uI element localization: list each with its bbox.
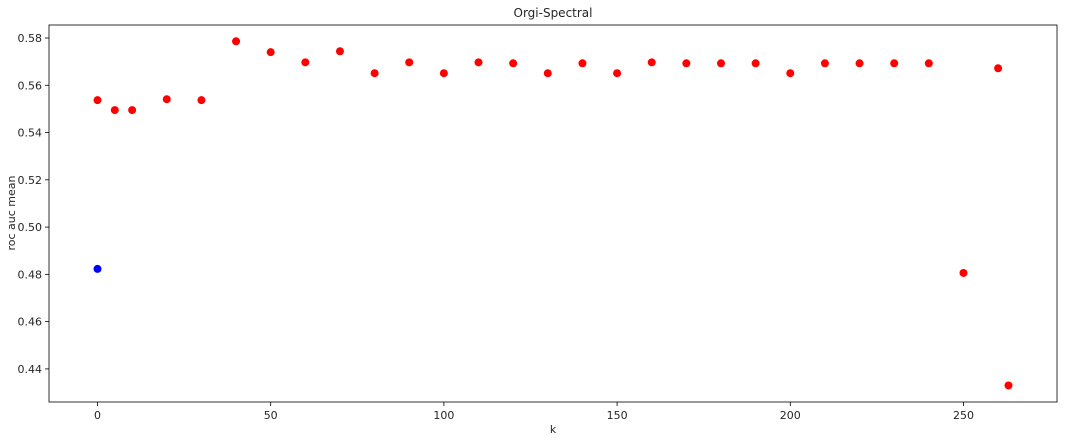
data-point bbox=[439, 69, 448, 78]
plot-frame bbox=[48, 24, 1058, 403]
x-tick-label: 0 bbox=[94, 409, 101, 422]
data-point bbox=[474, 58, 483, 67]
data-point bbox=[197, 96, 206, 105]
data-point bbox=[232, 37, 241, 46]
y-tick-label: 0.46 bbox=[18, 316, 43, 329]
x-axis: 0 50 100 150 200 250 bbox=[94, 402, 974, 422]
data-point bbox=[110, 106, 119, 115]
y-axis: 0.44 0.46 0.48 0.50 0.52 0.54 0.56 0.58 bbox=[18, 32, 49, 376]
data-point bbox=[128, 106, 137, 115]
data-point bbox=[93, 96, 102, 105]
y-tick-label: 0.50 bbox=[18, 221, 43, 234]
plot-area bbox=[48, 24, 1058, 403]
data-point bbox=[301, 58, 310, 67]
data-point bbox=[370, 69, 379, 78]
y-axis-label: roc auc mean bbox=[5, 175, 18, 250]
x-tick-label: 100 bbox=[433, 409, 454, 422]
x-tick-label: 150 bbox=[607, 409, 628, 422]
data-point bbox=[613, 69, 622, 78]
data-point bbox=[994, 64, 1003, 73]
data-point bbox=[682, 59, 691, 68]
data-point bbox=[405, 58, 414, 67]
data-point bbox=[786, 69, 795, 78]
data-point bbox=[751, 59, 760, 68]
chart-title: Orgi-Spectral bbox=[514, 6, 593, 20]
data-point bbox=[959, 268, 968, 277]
y-tick-label: 0.52 bbox=[18, 174, 43, 187]
data-point bbox=[890, 59, 899, 68]
data-point bbox=[335, 47, 344, 56]
data-point bbox=[509, 59, 518, 68]
x-axis-label: k bbox=[550, 423, 557, 436]
y-tick-label: 0.58 bbox=[18, 32, 43, 45]
data-point bbox=[162, 95, 171, 104]
data-point bbox=[820, 59, 829, 68]
y-tick-label: 0.54 bbox=[18, 127, 43, 140]
y-tick-label: 0.44 bbox=[18, 363, 43, 376]
data-point bbox=[855, 59, 864, 68]
data-point bbox=[647, 58, 656, 67]
x-tick-label: 200 bbox=[780, 409, 801, 422]
data-point bbox=[717, 59, 725, 68]
data-point bbox=[1004, 381, 1013, 390]
x-tick-label: 250 bbox=[953, 409, 974, 422]
data-points bbox=[93, 37, 1013, 390]
y-tick-label: 0.48 bbox=[18, 268, 43, 281]
x-tick-label: 50 bbox=[264, 409, 278, 422]
data-point bbox=[578, 59, 587, 68]
data-point bbox=[266, 48, 275, 57]
data-point bbox=[924, 59, 933, 68]
y-tick-label: 0.56 bbox=[18, 79, 43, 92]
data-point bbox=[543, 69, 552, 78]
data-point bbox=[93, 264, 102, 273]
